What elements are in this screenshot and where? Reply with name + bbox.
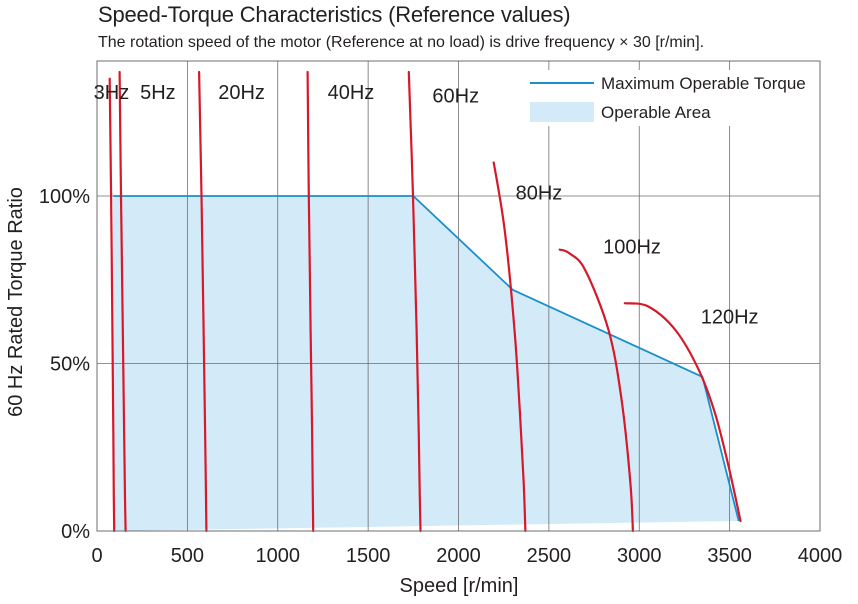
x-tick-label-0: 0 xyxy=(91,545,102,567)
curve-label-120hz: 120Hz xyxy=(701,307,759,329)
legend-fill-swatch xyxy=(530,102,594,122)
x-tick-label-3500: 3500 xyxy=(707,545,752,567)
tick-labels-layer: 0 500 1000 1500 2000 2500 3000 3500 4000 0% 50% 100… xyxy=(39,186,842,567)
y-tick-label-50: 50% xyxy=(50,354,90,376)
curve-80hz xyxy=(492,161,527,533)
curve-label-5hz: 5Hz xyxy=(140,82,176,104)
y-tick-label-0: 0% xyxy=(61,521,90,543)
curve-label-3hz: 3Hz xyxy=(94,82,130,104)
legend-label-operable-area: Operable Area xyxy=(601,103,711,122)
chart-subtitle: The rotation speed of the motor (Referen… xyxy=(98,34,705,51)
x-axis-label: Speed [r/min] xyxy=(400,575,519,597)
curve-100hz xyxy=(558,248,634,533)
max-torque-line xyxy=(113,195,740,522)
max-torque-layer xyxy=(113,195,740,522)
curve-label-40hz: 40Hz xyxy=(328,82,375,104)
grid-layer xyxy=(97,61,820,531)
y-tick-label-100: 100% xyxy=(39,186,90,208)
plot-frame xyxy=(96,60,821,532)
x-tick-label-2500: 2500 xyxy=(527,545,572,567)
chart-title: Speed-Torque Characteristics (Reference … xyxy=(98,2,571,27)
x-tick-label-500: 500 xyxy=(171,545,204,567)
curve-40hz xyxy=(306,70,315,533)
curve-5hz xyxy=(118,70,127,533)
legend-label-max-torque: Maximum Operable Torque xyxy=(601,74,806,93)
curve-20hz xyxy=(198,70,208,533)
curve-labels-layer: 3Hz 5Hz 20Hz 40Hz 60Hz 80Hz 100Hz 120Hz xyxy=(94,82,759,328)
curve-120hz xyxy=(623,302,742,523)
curve-60hz xyxy=(407,70,422,533)
curve-3hz xyxy=(108,77,116,533)
curve-label-80hz: 80Hz xyxy=(516,183,563,205)
x-tick-label-4000: 4000 xyxy=(798,545,843,567)
curve-label-20hz: 20Hz xyxy=(218,82,265,104)
curve-label-100hz: 100Hz xyxy=(603,236,661,258)
x-tick-label-1500: 1500 xyxy=(346,545,391,567)
frequency-curves-layer xyxy=(108,70,742,533)
curve-label-60hz: 60Hz xyxy=(432,86,479,108)
x-tick-label-3000: 3000 xyxy=(617,545,662,567)
x-tick-label-2000: 2000 xyxy=(436,545,481,567)
plot-frame-layer xyxy=(96,60,821,532)
y-axis-label: 60 Hz Rated Torque Ratio xyxy=(5,187,27,417)
legend: Maximum Operable Torque Operable Area xyxy=(518,70,816,126)
x-tick-label-1000: 1000 xyxy=(256,545,301,567)
